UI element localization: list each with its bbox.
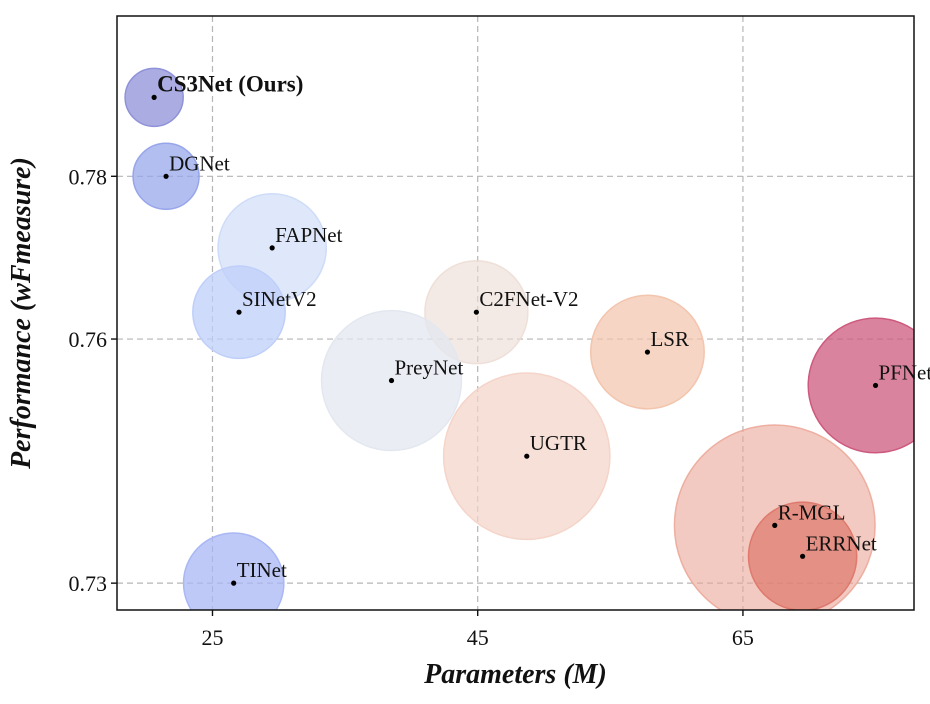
point-label-dgnet: DGNet xyxy=(169,151,230,175)
axis-ticks: 25 45 65 0.73 0.76 0.78 xyxy=(69,164,754,650)
y-tick-label: 0.78 xyxy=(69,164,108,189)
bubble-layer xyxy=(124,67,914,610)
center-dots xyxy=(151,94,879,586)
y-tick-label: 0.73 xyxy=(69,571,108,596)
point-label-tinet: TINet xyxy=(237,558,287,582)
x-axis-title: Parameters (M) xyxy=(423,659,607,690)
point-label-errnet: ERRNet xyxy=(806,531,877,555)
center-dot-lsr xyxy=(644,349,651,355)
center-dot-preynet xyxy=(388,377,395,384)
point-label-cs3net-ours: CS3Net (Ours) xyxy=(157,71,303,96)
center-dot-c2fnet-v2 xyxy=(473,309,479,315)
point-label-pfnet: PFNet+ xyxy=(879,360,930,384)
point-label-ugtr: UGTR xyxy=(530,431,587,455)
x-tick-label: 25 xyxy=(201,625,223,650)
point-label-sinetv2: SINetV2 xyxy=(242,287,317,311)
point-label-preynet: PreyNet xyxy=(395,356,464,380)
center-dot-fapnet xyxy=(269,245,275,251)
center-dot-tinet xyxy=(231,580,237,586)
point-labels: CS3Net (Ours) DGNet FAPNet SINetV2 C2FNet-V2… xyxy=(157,71,930,582)
center-dot-cs3net-ours xyxy=(151,94,157,100)
plot-frame xyxy=(116,15,915,611)
center-dot-errnet xyxy=(800,553,806,559)
bubble-tinet xyxy=(182,532,285,610)
bubble-pfnet xyxy=(807,317,914,454)
center-dot-r-mgl xyxy=(772,522,778,528)
center-dot-pfnet xyxy=(872,382,879,389)
point-label-r-mgl: R-MGL xyxy=(778,500,846,524)
x-tick-label: 65 xyxy=(732,625,754,650)
center-dot-ugtr xyxy=(524,453,530,459)
point-label-fapnet: FAPNet xyxy=(275,223,342,247)
center-dot-dgnet xyxy=(163,173,169,179)
x-tick-label: 45 xyxy=(467,625,489,650)
y-axis-title: Performance (wFmeasure) xyxy=(6,157,37,470)
center-dot-sinetv2 xyxy=(236,309,242,315)
point-label-lsr: LSR xyxy=(650,327,689,351)
y-tick-label: 0.76 xyxy=(69,327,108,352)
point-label-c2fnet-v2: C2FNet-V2 xyxy=(479,287,578,311)
